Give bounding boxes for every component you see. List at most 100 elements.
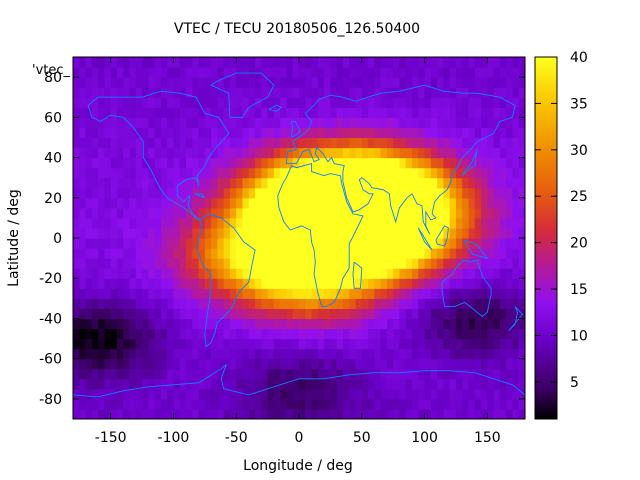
heatmap-cell (236, 378, 244, 390)
heatmap-cell (424, 258, 432, 269)
heatmap-cell (405, 157, 413, 169)
heatmap-cell (116, 127, 124, 139)
heatmap-cell (154, 298, 162, 309)
heatmap-cell (160, 107, 168, 118)
heatmap-cell (248, 147, 256, 159)
heatmap-cell (324, 368, 331, 380)
heatmap-cell (211, 388, 218, 400)
heatmap-cell (280, 318, 288, 330)
heatmap-cell (374, 388, 382, 400)
heatmap-cell (273, 147, 281, 159)
heatmap-cell (79, 368, 87, 380)
heatmap-cell (135, 67, 143, 78)
heatmap-cell (179, 278, 187, 289)
heatmap-cell (368, 308, 375, 320)
heatmap-cell (424, 268, 432, 279)
heatmap-cell (223, 338, 231, 350)
heatmap-cell (242, 408, 250, 419)
heatmap-cell (361, 328, 369, 340)
heatmap-cell (142, 107, 149, 118)
heatmap-cell (493, 408, 501, 419)
heatmap-cell (123, 348, 131, 360)
heatmap-cell (236, 348, 244, 360)
heatmap-cell (192, 368, 200, 380)
heatmap-cell (399, 227, 407, 239)
heatmap-cell (229, 217, 237, 229)
heatmap-cell (248, 368, 256, 380)
heatmap-cell (305, 137, 313, 149)
heatmap-cell (286, 167, 294, 179)
heatmap-cell (173, 127, 181, 139)
heatmap-cell (261, 348, 269, 360)
heatmap-cell (236, 318, 244, 330)
heatmap-cell (273, 248, 281, 259)
heatmap-cell (418, 318, 426, 330)
heatmap-cell (455, 147, 463, 159)
heatmap-cell (305, 217, 313, 229)
heatmap-cell (104, 368, 112, 380)
heatmap-cell (506, 268, 514, 279)
heatmap-cell (173, 207, 181, 219)
heatmap-cell (355, 147, 363, 159)
heatmap-cell (229, 408, 237, 419)
heatmap-cell (443, 408, 451, 419)
heatmap-cell (223, 378, 231, 390)
heatmap-cell (116, 318, 124, 330)
heatmap-cell (167, 308, 175, 320)
heatmap-cell (481, 248, 488, 259)
heatmap-cell (462, 117, 470, 128)
heatmap-cell (211, 408, 218, 419)
heatmap-cell (223, 298, 231, 309)
heatmap-cell (512, 157, 520, 169)
heatmap-cell (160, 258, 168, 269)
heatmap-cell (135, 87, 143, 98)
heatmap-cell (211, 368, 218, 380)
heatmap-cell (85, 137, 93, 149)
heatmap-cell (443, 137, 451, 149)
heatmap-cell (217, 308, 225, 320)
heatmap-cell (393, 258, 401, 269)
heatmap-cell (355, 117, 363, 128)
heatmap-cell (116, 137, 124, 149)
heatmap-cell (455, 187, 463, 199)
heatmap-cell (129, 358, 137, 370)
heatmap-cell (248, 87, 256, 98)
heatmap-cell (380, 398, 388, 410)
heatmap-cell (499, 408, 507, 419)
heatmap-cell (418, 248, 426, 259)
heatmap-cell (487, 348, 495, 360)
heatmap-cell (211, 348, 218, 360)
heatmap-cell (481, 57, 488, 68)
heatmap-cell (280, 358, 288, 370)
heatmap-cell (418, 358, 426, 370)
heatmap-cell (242, 87, 250, 98)
heatmap-cell (179, 338, 187, 350)
heatmap-cell (85, 238, 93, 249)
heatmap-cell (292, 258, 300, 269)
heatmap-cell (355, 278, 363, 289)
heatmap-cell (79, 207, 87, 219)
heatmap-cell (299, 368, 306, 380)
heatmap-cell (506, 127, 514, 139)
heatmap-cell (487, 207, 495, 219)
x-tick-label: -50 (225, 430, 248, 446)
heatmap-cell (386, 167, 394, 179)
heatmap-cell (273, 127, 281, 139)
heatmap-cell (412, 227, 419, 239)
heatmap-cell (374, 338, 382, 350)
heatmap-cell (211, 187, 218, 199)
heatmap-cell (255, 127, 262, 139)
heatmap-cell (299, 338, 306, 350)
heatmap-cell (299, 187, 306, 199)
heatmap-cell (499, 348, 507, 360)
heatmap-cell (110, 87, 118, 98)
heatmap-cell (129, 328, 137, 340)
heatmap-cell (424, 57, 432, 68)
heatmap-cell (142, 348, 149, 360)
heatmap-cell (204, 97, 212, 108)
heatmap-cell (418, 207, 426, 219)
heatmap-cell (160, 57, 168, 68)
heatmap-cell (248, 278, 256, 289)
heatmap-cell (248, 318, 256, 330)
heatmap-cell (462, 177, 470, 189)
